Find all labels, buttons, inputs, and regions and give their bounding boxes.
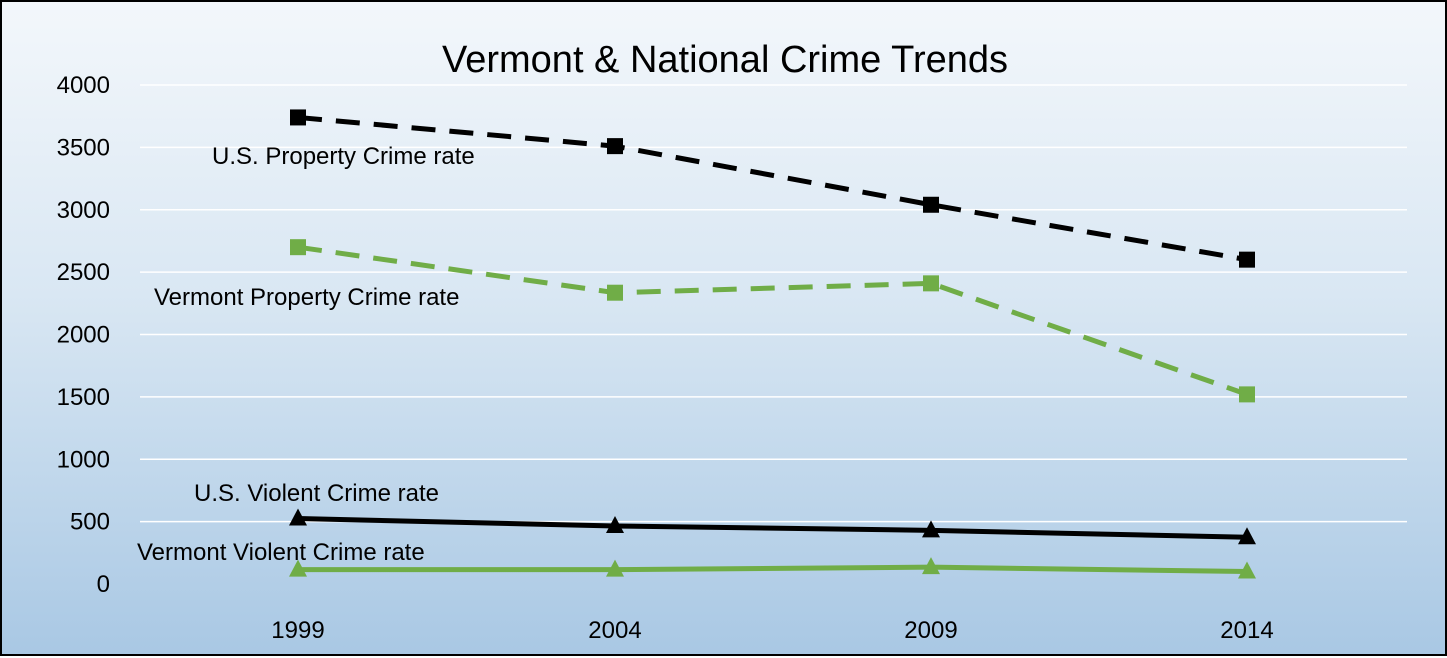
marker-vermont-violent-crime-rate-2009 [922, 557, 940, 575]
marker-u-s-violent-crime-rate-2014 [1238, 527, 1256, 545]
y-tick-label-2000: 2000 [57, 322, 110, 349]
y-tick-label-500: 500 [70, 509, 110, 536]
marker-u-s-violent-crime-rate-2004 [606, 515, 624, 533]
x-tick-label-2009: 2009 [904, 617, 957, 644]
y-tick-label-3000: 3000 [57, 197, 110, 224]
y-tick-label-1000: 1000 [57, 446, 110, 473]
series-label-vermont-violent-crime-rate: Vermont Violent Crime rate [137, 539, 425, 566]
series-label-vermont-property-crime-rate: Vermont Property Crime rate [154, 284, 459, 311]
y-tick-label-4000: 4000 [57, 72, 110, 99]
x-tick-label-2004: 2004 [588, 617, 641, 644]
series-line-vermont-violent-crime-rate [298, 564, 1248, 575]
x-axis-tick-labels: 1999 2004 2009 2014 [271, 617, 1273, 644]
marker-vermont-property-crime-rate-2004 [607, 284, 623, 301]
series-label-u-s-property-crime-rate: U.S. Property Crime rate [212, 143, 475, 170]
marker-vermont-violent-crime-rate-1999 [289, 559, 307, 577]
marker-vermont-property-crime-rate-1999 [290, 239, 306, 256]
x-tick-label-2014: 2014 [1220, 617, 1273, 644]
y-tick-label-0: 0 [97, 571, 110, 598]
series-markers [289, 109, 1256, 579]
marker-vermont-property-crime-rate-2014 [1239, 386, 1255, 403]
y-axis-tick-labels: 0 500 1000 1500 2000 2500 3000 3500 4000 [57, 72, 110, 598]
y-tick-label-1500: 1500 [57, 384, 110, 411]
marker-u-s-property-crime-rate-2009 [923, 196, 939, 213]
marker-vermont-violent-crime-rate-2004 [606, 559, 624, 577]
marker-u-s-violent-crime-rate-1999 [289, 508, 307, 526]
series-line-vermont-property-crime-rate [297, 244, 1248, 397]
series-line-u-s-violent-crime-rate [297, 516, 1248, 540]
marker-u-s-property-crime-rate-2014 [1239, 251, 1255, 268]
series-label-u-s-violent-crime-rate: U.S. Violent Crime rate [194, 480, 439, 507]
series-line-u-s-property-crime-rate [297, 114, 1248, 263]
marker-u-s-violent-crime-rate-2009 [922, 520, 940, 538]
series-labels: U.S. Property Crime rate Vermont Property… [137, 143, 475, 566]
marker-vermont-violent-crime-rate-2014 [1238, 561, 1256, 579]
marker-vermont-property-crime-rate-2009 [923, 275, 939, 292]
series-lines [297, 114, 1248, 575]
y-tick-label-3500: 3500 [57, 134, 110, 161]
x-tick-label-1999: 1999 [271, 617, 324, 644]
marker-u-s-property-crime-rate-1999 [290, 109, 306, 126]
y-tick-label-2500: 2500 [57, 259, 110, 286]
marker-u-s-property-crime-rate-2004 [607, 138, 623, 155]
gridlines [140, 84, 1407, 523]
chart-title: Vermont & National Crime Trends [442, 39, 1008, 81]
